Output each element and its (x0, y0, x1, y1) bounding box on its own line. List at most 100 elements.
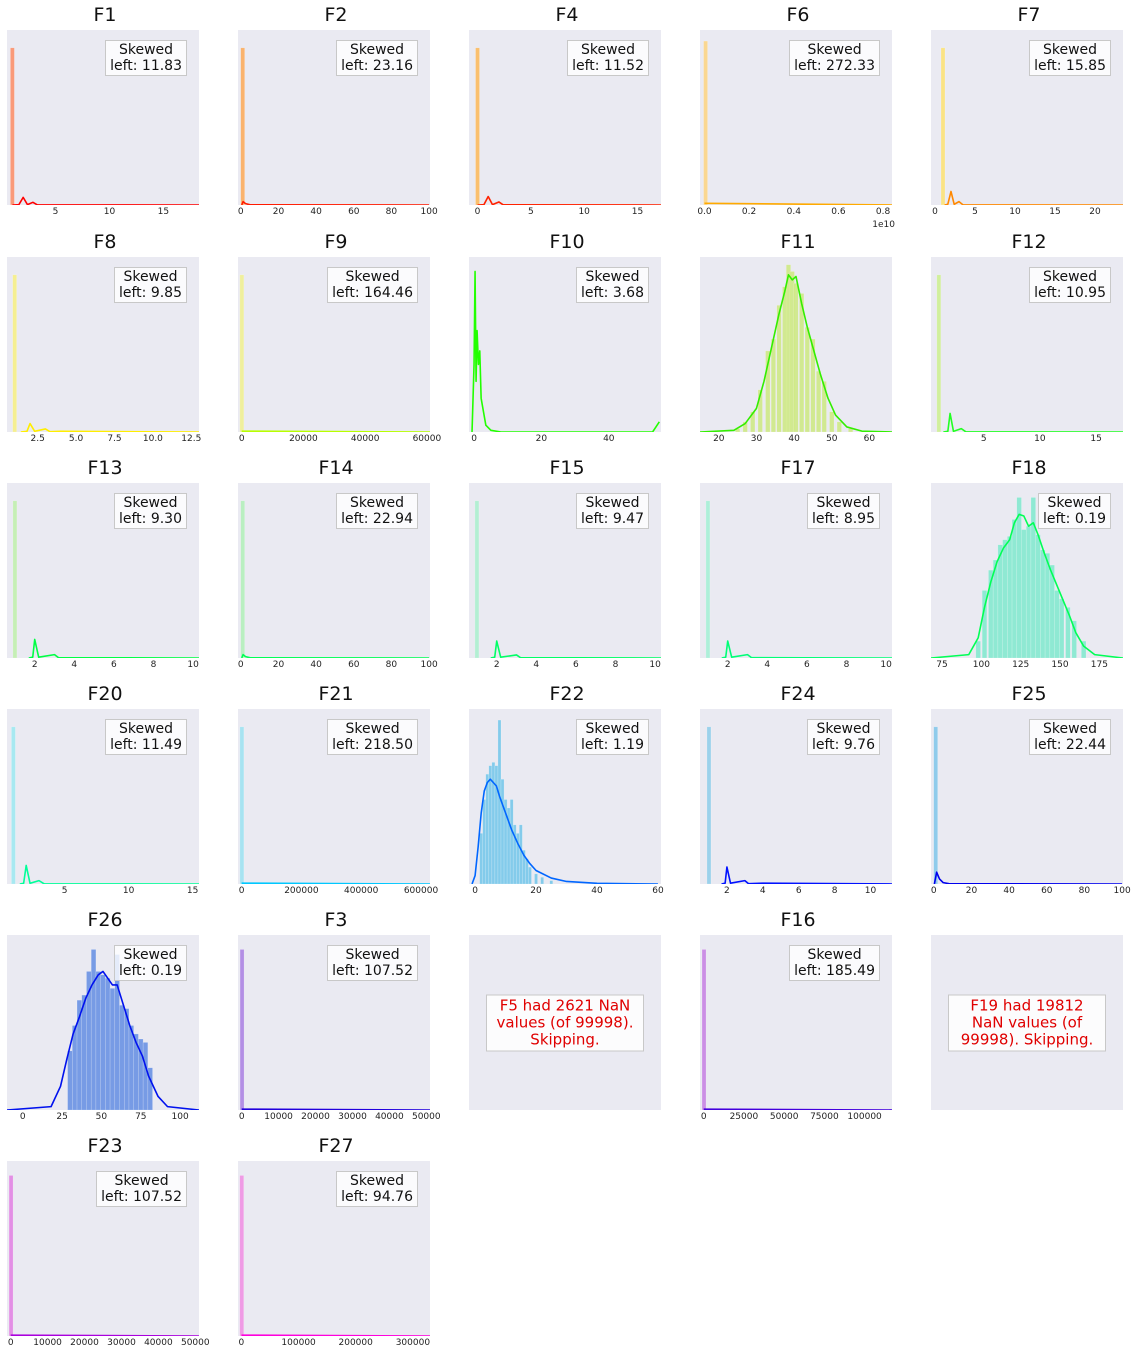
histogram-bar (975, 640, 981, 658)
histogram-bar (100, 974, 106, 1110)
histogram-bar (12, 274, 17, 432)
x-tick-label: 8 (831, 886, 838, 896)
x-tick-label: 20000 (301, 1112, 330, 1122)
skew-annotation: Skewed left: 9.85 (113, 267, 187, 303)
x-tick-label: 10 (1009, 207, 1021, 217)
plot-area: Skewed left: 15.85 (931, 30, 1123, 205)
x-tick-label: 6 (111, 660, 117, 670)
skew-annotation-line: Skewed (1043, 721, 1098, 737)
histogram-bar (701, 949, 707, 1110)
kde-line (12, 196, 199, 205)
x-tick-label: 8 (843, 660, 850, 670)
histogram-bar (765, 350, 771, 432)
chart-title: F10 (549, 231, 585, 253)
x-tick-labels: 0 20000 40000 60000 (238, 434, 441, 448)
histogram-bar (821, 381, 827, 432)
chart-title: F14 (318, 457, 354, 479)
chart-panel: F16 Skewed left: 185.49 0 25000 50000 75000 100… (693, 907, 903, 1127)
histogram-bar (997, 544, 1003, 658)
x-tick-labels: 2 4 6 8 10 (469, 660, 661, 674)
skew-annotation-line: left: 22.44 (1034, 737, 1106, 753)
chart-title: F17 (780, 457, 816, 479)
chart-title: F15 (549, 457, 585, 479)
plot-area: Skewed left: 10.95 (931, 257, 1123, 432)
x-tick-label: 8 (612, 660, 619, 670)
skew-annotation-line: left: 164.46 (332, 285, 413, 301)
x-tick-label: 2 (724, 660, 731, 670)
histogram-bar (776, 305, 782, 432)
skew-annotation: Skewed left: 9.30 (113, 493, 187, 529)
histogram-bar (67, 1050, 73, 1110)
x-tick-label: 0 (471, 434, 477, 444)
histogram-bar (936, 274, 942, 432)
x-tick-labels: 0 10000 20000 30000 40000 50000 (238, 1112, 441, 1126)
plot-area: Skewed left: 3.68 (469, 257, 661, 432)
skew-annotation-line: Skewed (1043, 42, 1098, 58)
histogram-bar (793, 283, 799, 432)
x-tick-label: 40 (591, 886, 603, 896)
histogram-bar (804, 326, 810, 432)
chart-panel: F20 Skewed left: 11.49 5 10 15 (0, 681, 210, 901)
x-tick-label: 30000 (107, 1338, 136, 1348)
kde-line (490, 640, 661, 658)
x-tick-label: 20 (713, 434, 725, 444)
x-tick-label: 60 (863, 434, 876, 444)
histogram-bar (1071, 620, 1077, 658)
x-tick-label: 4 (759, 886, 766, 896)
plot-area: Skewed left: 94.76 (238, 1161, 430, 1336)
x-tick-label: 20 (1089, 207, 1101, 217)
kde-line (19, 864, 199, 884)
x-tick-label: 2.5 (30, 434, 45, 444)
histogram-bar (509, 799, 514, 884)
skew-annotation-line: Skewed (1047, 495, 1102, 511)
histogram-bar (742, 421, 748, 432)
histogram-bar (836, 421, 842, 432)
x-tick-label: 100 (1113, 886, 1131, 896)
x-tick-labels: 20 30 40 50 60 (700, 434, 892, 448)
skew-annotation-line: Skewed (1043, 269, 1098, 285)
histogram-svg (239, 949, 430, 1110)
histogram-bar (240, 500, 245, 658)
histogram-bar (540, 876, 544, 884)
chart-panel: F7 Skewed left: 15.85 0 5 10 15 20 (924, 2, 1133, 222)
skew-annotation-line: left: 9.76 (811, 737, 875, 753)
x-tick-labels: 75 100 125 150 175 (931, 660, 1123, 674)
histogram-bar (1040, 549, 1046, 658)
x-tick-label: 20 (530, 886, 542, 896)
histogram-bar (105, 977, 111, 1110)
histogram-bar (757, 389, 763, 432)
chart-panel: F22 Skewed left: 1.19 0 20 40 60 (462, 681, 672, 901)
x-tick-label: 0 (700, 1112, 707, 1122)
x-tick-label: 0.2 (741, 207, 757, 217)
x-tick-label: 10 (880, 660, 892, 670)
chart-panel: F11 20 30 40 50 60 (693, 229, 903, 449)
x-tick-label: 20 (535, 434, 548, 444)
histogram-bar (829, 411, 835, 432)
chart-title: F21 (318, 683, 354, 705)
histogram-bar (705, 500, 711, 658)
x-tick-label: 0.4 (786, 207, 801, 217)
skew-annotation-line: left: 107.52 (332, 963, 413, 979)
chart-title: F2 (324, 4, 348, 26)
skew-annotation-line: left: 218.50 (332, 737, 413, 753)
skew-annotation-line: Skewed (350, 495, 405, 511)
x-tick-label: 40 (1003, 886, 1015, 896)
x-tick-label: 5 (980, 434, 987, 444)
kde-line (721, 866, 892, 884)
x-tick-label: 4 (764, 660, 771, 670)
chart-panel: F19 had 19812 NaN values (of 99998). Ski… (924, 907, 1133, 1127)
plot-area: Skewed left: 11.52 (469, 30, 661, 205)
kde-line (471, 270, 660, 432)
histogram-bar (703, 40, 708, 205)
chart-title: F1 (93, 4, 117, 26)
histogram-bar (525, 858, 529, 884)
kde-line (933, 871, 1123, 884)
chart-panel: F12 Skewed left: 10.95 5 10 15 (924, 229, 1133, 449)
kde-line (20, 422, 199, 432)
kde-line (703, 1108, 892, 1110)
x-tick-label: 0.0 (697, 207, 712, 217)
x-tick-label: 10.0 (142, 434, 163, 444)
chart-title: F24 (780, 683, 816, 705)
kde-line (28, 638, 199, 658)
skew-annotation-line: left: 0.19 (118, 963, 182, 979)
